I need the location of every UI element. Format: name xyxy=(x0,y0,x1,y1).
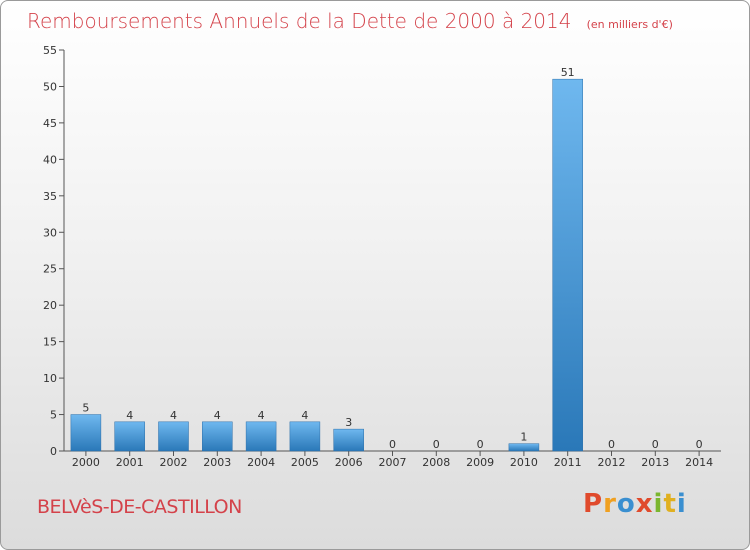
logo-letter: t xyxy=(663,489,677,519)
unit-note: (en milliers d'€) xyxy=(586,18,673,31)
y-tick-label: 45 xyxy=(43,117,57,130)
x-tick-label: 2013 xyxy=(641,456,669,469)
x-tick-label: 2001 xyxy=(116,456,144,469)
x-tick-label: 2008 xyxy=(422,456,450,469)
value-label-2000: 5 xyxy=(82,402,89,415)
x-tick-label: 2014 xyxy=(685,456,713,469)
bar-2005 xyxy=(289,421,321,452)
logo-letter: i xyxy=(676,489,687,519)
x-tick-label: 2000 xyxy=(72,456,100,469)
logo-letter: P xyxy=(583,489,604,519)
bar-2000 xyxy=(70,414,102,452)
y-tick-label: 5 xyxy=(50,409,57,422)
y-tick-label: 30 xyxy=(43,226,57,239)
logo-letter: r xyxy=(603,489,617,519)
value-label-2010: 1 xyxy=(520,431,527,444)
value-label-2008: 0 xyxy=(433,438,440,451)
bar-2004 xyxy=(245,421,277,452)
x-tick-label: 2004 xyxy=(247,456,275,469)
value-label-2011: 51 xyxy=(561,66,575,79)
x-tick-label: 2003 xyxy=(203,456,231,469)
bars xyxy=(70,78,583,452)
value-label-2001: 4 xyxy=(126,409,133,422)
bar-2002 xyxy=(158,421,189,452)
value-labels: 5 4 4 4 4 4 3 0 0 0 1 51 0 0 0 xyxy=(82,66,702,451)
x-tick-label: 2011 xyxy=(554,456,582,469)
bar-2006 xyxy=(333,428,364,452)
x-tick-label: 2007 xyxy=(379,456,407,469)
logo-letter: x xyxy=(635,489,654,519)
chart-title: Remboursements Annuels de la Dette de 20… xyxy=(27,9,572,33)
logo-letter: i xyxy=(653,489,664,519)
value-label-2007: 0 xyxy=(389,438,396,451)
bar-2003 xyxy=(202,421,233,452)
y-tick-label: 50 xyxy=(43,80,57,93)
y-tick-label: 15 xyxy=(43,336,57,349)
x-tick-label: 2006 xyxy=(335,456,363,469)
value-label-2005: 4 xyxy=(301,409,308,422)
bar-2001 xyxy=(114,421,145,452)
x-tick-label: 2009 xyxy=(466,456,494,469)
y-tick-label: 0 xyxy=(50,445,57,458)
y-tick-label: 55 xyxy=(43,44,57,57)
x-tick-label: 2010 xyxy=(510,456,538,469)
bar-2011 xyxy=(552,78,583,452)
chart-title-block: Remboursements Annuels de la Dette de 20… xyxy=(27,9,673,33)
value-label-2006: 3 xyxy=(345,416,352,429)
x-tick-label: 2002 xyxy=(160,456,188,469)
value-label-2014: 0 xyxy=(696,438,703,451)
value-label-2002: 4 xyxy=(170,409,177,422)
value-label-2004: 4 xyxy=(258,409,265,422)
y-tick-label: 25 xyxy=(43,263,57,276)
y-tick-label: 10 xyxy=(43,372,57,385)
proxiti-logo: Proxiti xyxy=(583,489,687,519)
value-label-2003: 4 xyxy=(214,409,221,422)
x-tick-label: 2005 xyxy=(291,456,319,469)
y-tick-label: 35 xyxy=(43,190,57,203)
bar-2010 xyxy=(508,443,540,452)
commune-name: BELVèS-DE-CASTILLON xyxy=(37,496,242,518)
x-tick-label: 2012 xyxy=(598,456,626,469)
y-tick-label: 20 xyxy=(43,299,57,312)
logo-letter: o xyxy=(616,489,636,519)
y-tick-label: 40 xyxy=(43,153,57,166)
value-label-2009: 0 xyxy=(477,438,484,451)
value-label-2013: 0 xyxy=(652,438,659,451)
value-label-2012: 0 xyxy=(608,438,615,451)
